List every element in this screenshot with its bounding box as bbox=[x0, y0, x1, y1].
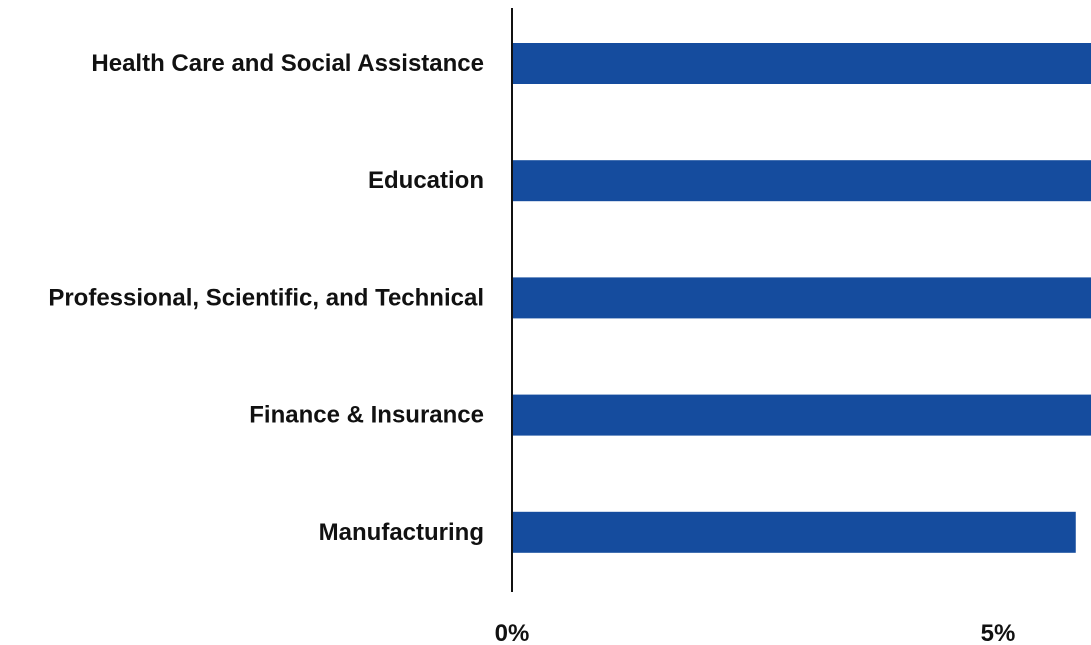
bar bbox=[512, 511, 1076, 553]
category-label: Manufacturing bbox=[319, 519, 484, 546]
x-tick-label: 5% bbox=[981, 620, 1016, 645]
category-label: Health Care and Social Assistance bbox=[91, 50, 484, 77]
category-label: Education bbox=[368, 167, 484, 194]
bars-layer bbox=[512, 43, 1091, 553]
x-tick-label: 0% bbox=[495, 620, 530, 645]
category-label: Professional, Scientific, and Technical bbox=[48, 284, 484, 311]
category-labels: Health Care and Social Assistance Educati… bbox=[48, 50, 484, 546]
bar bbox=[512, 277, 1091, 319]
bar bbox=[512, 43, 1091, 84]
bar bbox=[512, 160, 1091, 202]
x-axis-ticks: 0%5%10%15%20%25%30% bbox=[495, 620, 1016, 645]
category-label: Finance & Insurance bbox=[249, 402, 484, 429]
bar bbox=[512, 394, 1091, 436]
